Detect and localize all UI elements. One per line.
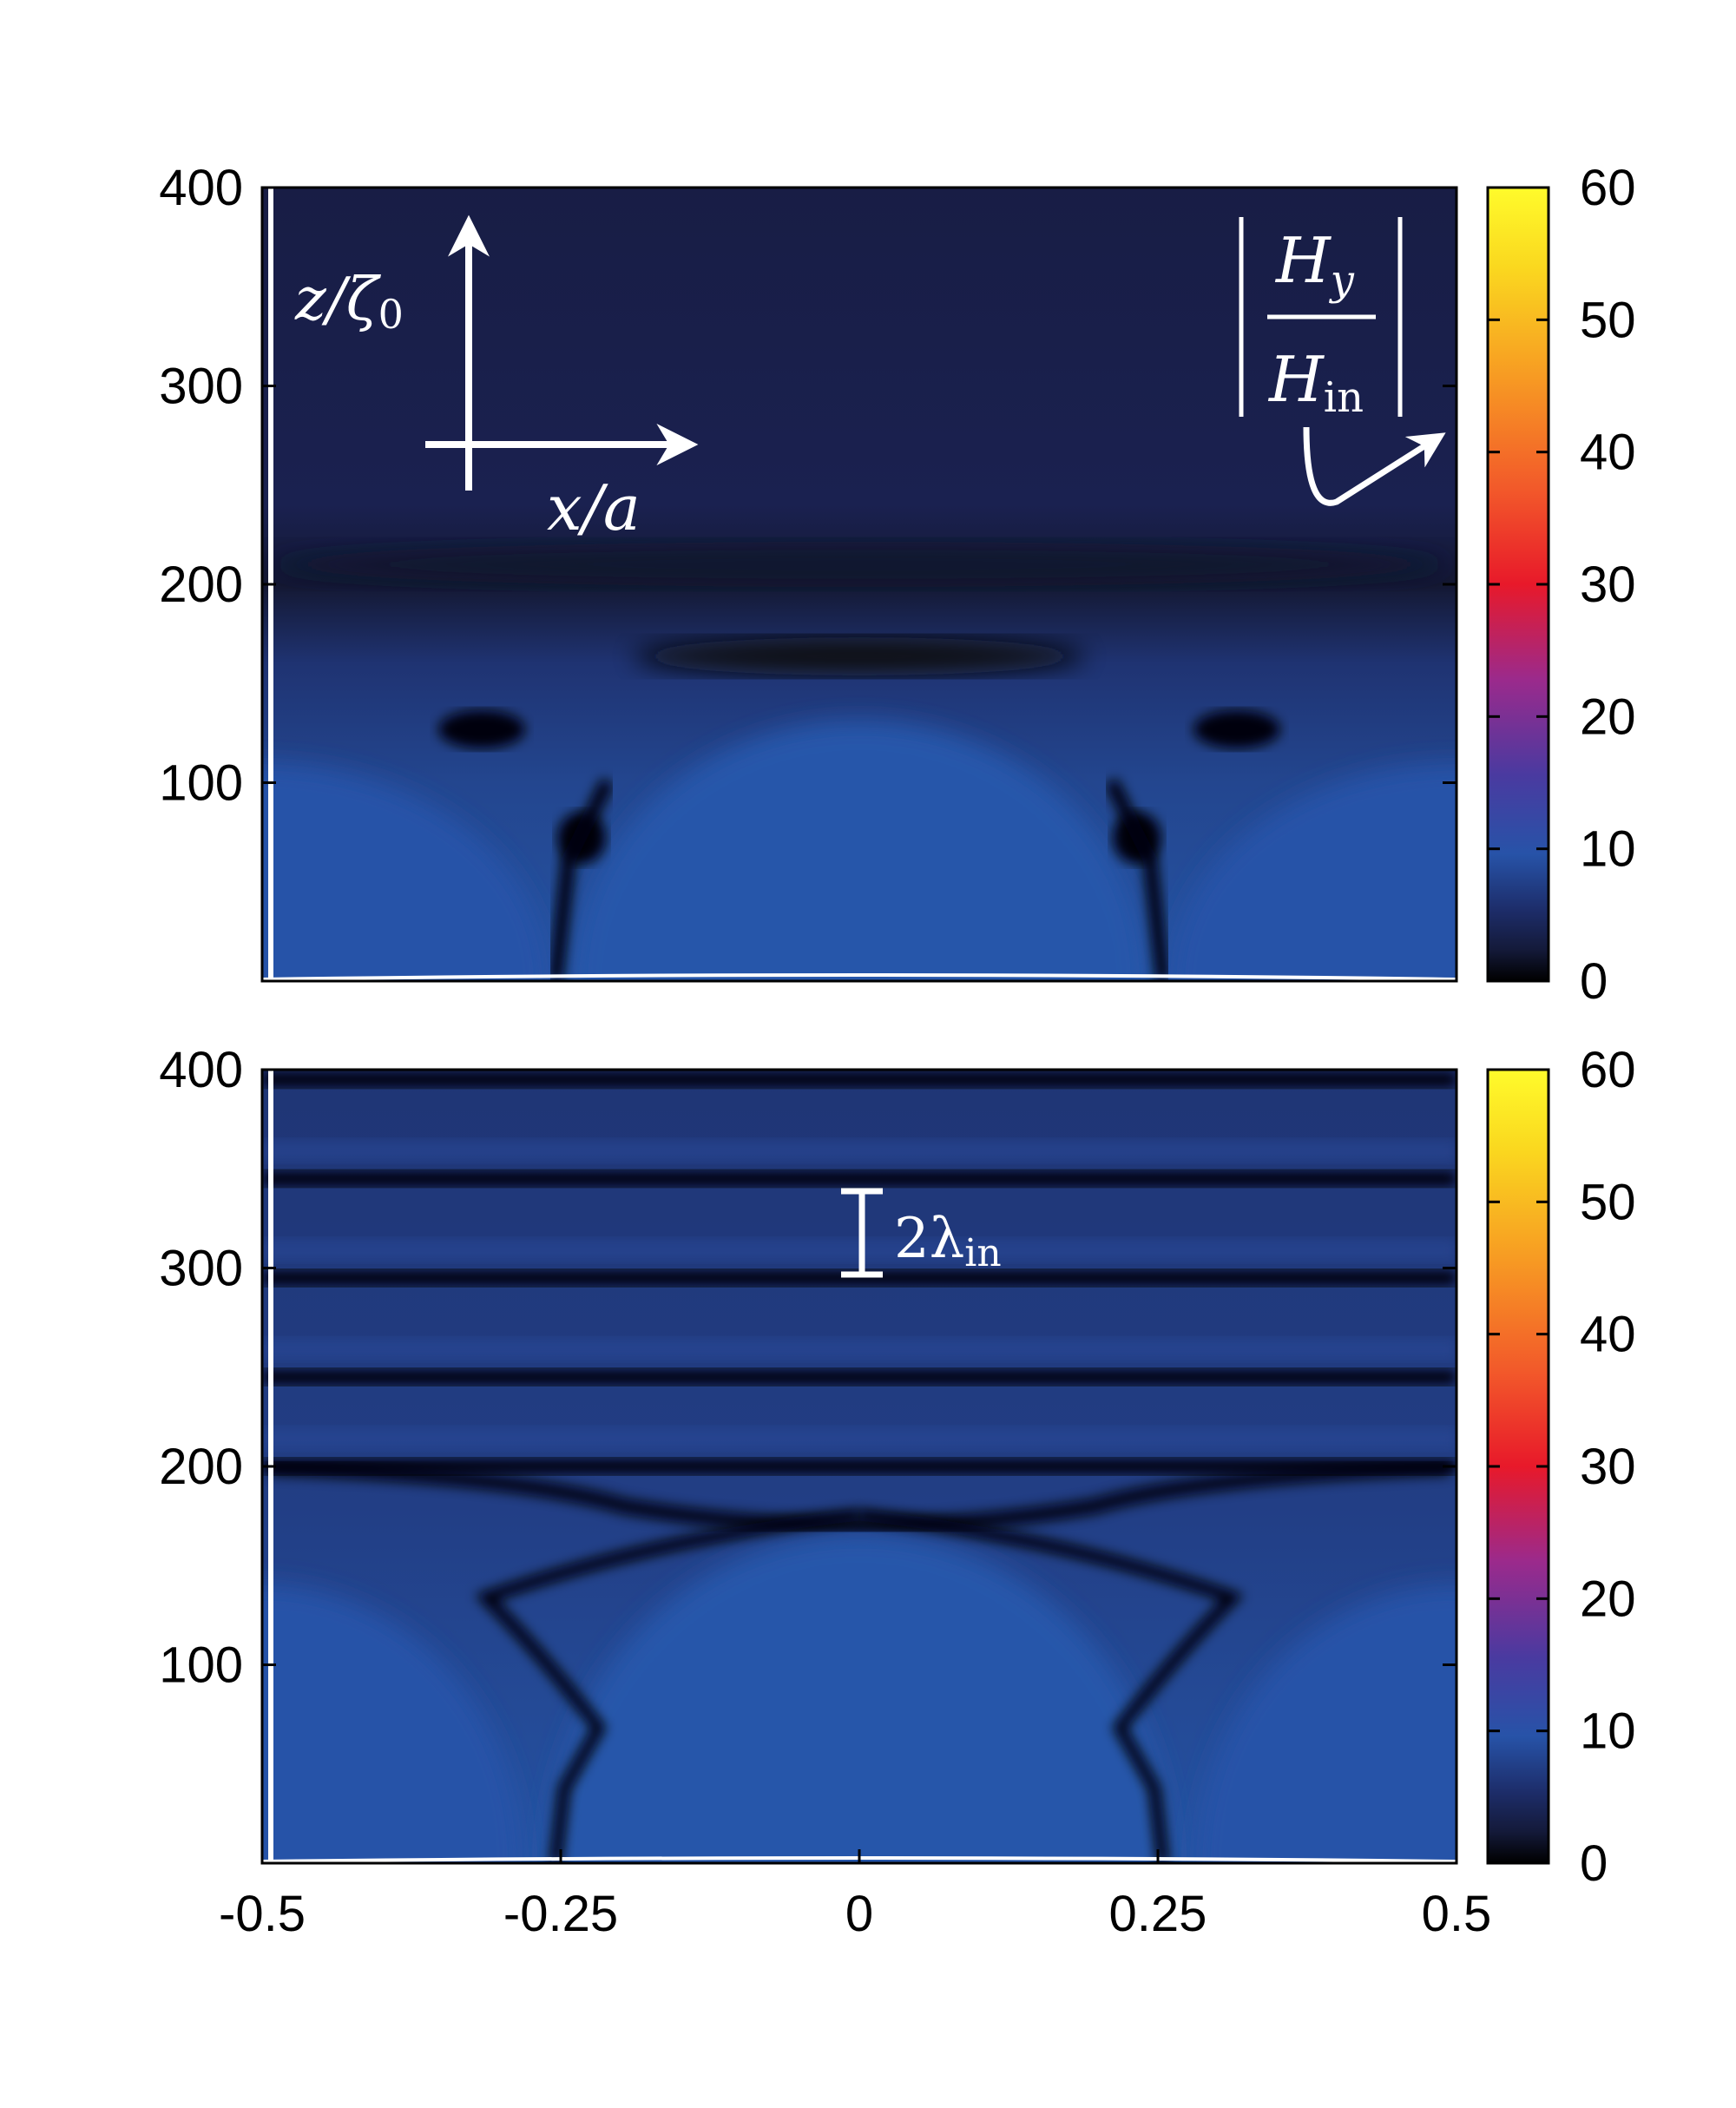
scale-bar: 2λin: [841, 1188, 1002, 1278]
x-tick-label: -0.5: [219, 1886, 306, 1942]
h-numerator: H: [1274, 224, 1332, 297]
bottom-y-ticks: 400 300 200 100: [159, 1042, 1457, 1694]
top-colorbar: 60 50 40 30 20 10 0: [1486, 160, 1636, 1010]
colorbar-tick-label: 30: [1580, 1439, 1636, 1495]
scale-bar-label: 2λ: [894, 1207, 964, 1271]
nodal-line: [262, 1269, 1457, 1286]
antinode-band: [262, 1427, 1457, 1450]
y-tick-label: 200: [159, 1439, 243, 1495]
quantity-label: Hy Hin: [1239, 217, 1446, 506]
nodal-line: [262, 1459, 1457, 1474]
h-denominator-sub: in: [1324, 373, 1364, 422]
z-axis-label: z/ζ: [294, 266, 382, 334]
z-axis-label-sub: 0: [378, 291, 404, 338]
nodal-line: [262, 1071, 1457, 1088]
colorbar-tick-label: 60: [1580, 160, 1636, 216]
svg-text:z/ζ0: z/ζ0: [294, 266, 404, 338]
x-tick-label: 0.25: [1109, 1886, 1207, 1942]
y-tick-label: 300: [159, 359, 243, 415]
x-tick-label: 0.5: [1422, 1886, 1492, 1942]
colorbar-tick-label: 0: [1580, 953, 1608, 1010]
bottom-horizontal-nodal-lines: [262, 1040, 1457, 1474]
y-tick-label: 400: [159, 1042, 243, 1098]
colorbar-tick-label: 10: [1580, 1703, 1636, 1760]
bottom-x-ticks: -0.5 -0.25 0 0.25 0.5: [219, 1849, 1491, 1942]
y-tick-label: 300: [159, 1241, 243, 1297]
y-tick-label: 100: [159, 1637, 243, 1694]
y-tick-label: 100: [159, 755, 243, 812]
x-tick-label: 0: [845, 1886, 873, 1942]
nodal-line: [262, 1369, 1457, 1386]
absolute-value-arrow: [1303, 426, 1446, 506]
bottom-colorbar: 60 50 40 30 20 10 0: [1486, 1042, 1636, 1892]
colorbar-tick-label: 50: [1580, 1174, 1636, 1230]
svg-text:Hin: Hin: [1267, 343, 1364, 422]
antinode-band: [262, 1040, 1457, 1063]
antinode-band: [262, 1139, 1457, 1163]
axes-annotation: z/ζ0 x/a: [294, 214, 699, 544]
h-numerator-sub: y: [1329, 256, 1355, 305]
scale-bar-label-sub: in: [964, 1231, 1001, 1275]
top-colorbar-ticks: 60 50 40 30 20 10 0: [1488, 160, 1636, 1010]
svg-text:Hy: Hy: [1274, 224, 1355, 305]
colorbar-tick-label: 20: [1580, 1571, 1636, 1627]
h-denominator: H: [1267, 343, 1325, 416]
top-panel: 400 300 200 100: [159, 160, 1458, 983]
colorbar-tick-label: 50: [1580, 292, 1636, 348]
antinode-band: [262, 1338, 1457, 1361]
top-y-ticks: 400 300 200 100: [159, 160, 1457, 812]
colorbar-tick-label: 30: [1580, 557, 1636, 613]
top-heatmap: [262, 188, 1457, 981]
colorbar-tick-label: 60: [1580, 1042, 1636, 1098]
colorbar-tick-label: 20: [1580, 688, 1636, 745]
colorbar-tick-label: 10: [1580, 821, 1636, 878]
x-axis-label: x/a: [547, 471, 641, 544]
colorbar-tick-label: 40: [1580, 425, 1636, 481]
colorbar-tick-label: 0: [1580, 1835, 1608, 1892]
y-tick-label: 200: [159, 557, 243, 613]
colorbar-tick-label: 40: [1580, 1307, 1636, 1363]
y-tick-label: 400: [159, 160, 243, 216]
bottom-colorbar-ticks: 60 50 40 30 20 10 0: [1488, 1042, 1636, 1892]
svg-text:2λin: 2λin: [894, 1207, 1002, 1275]
x-tick-label: -0.25: [503, 1886, 618, 1942]
nodal-line: [262, 1170, 1457, 1187]
